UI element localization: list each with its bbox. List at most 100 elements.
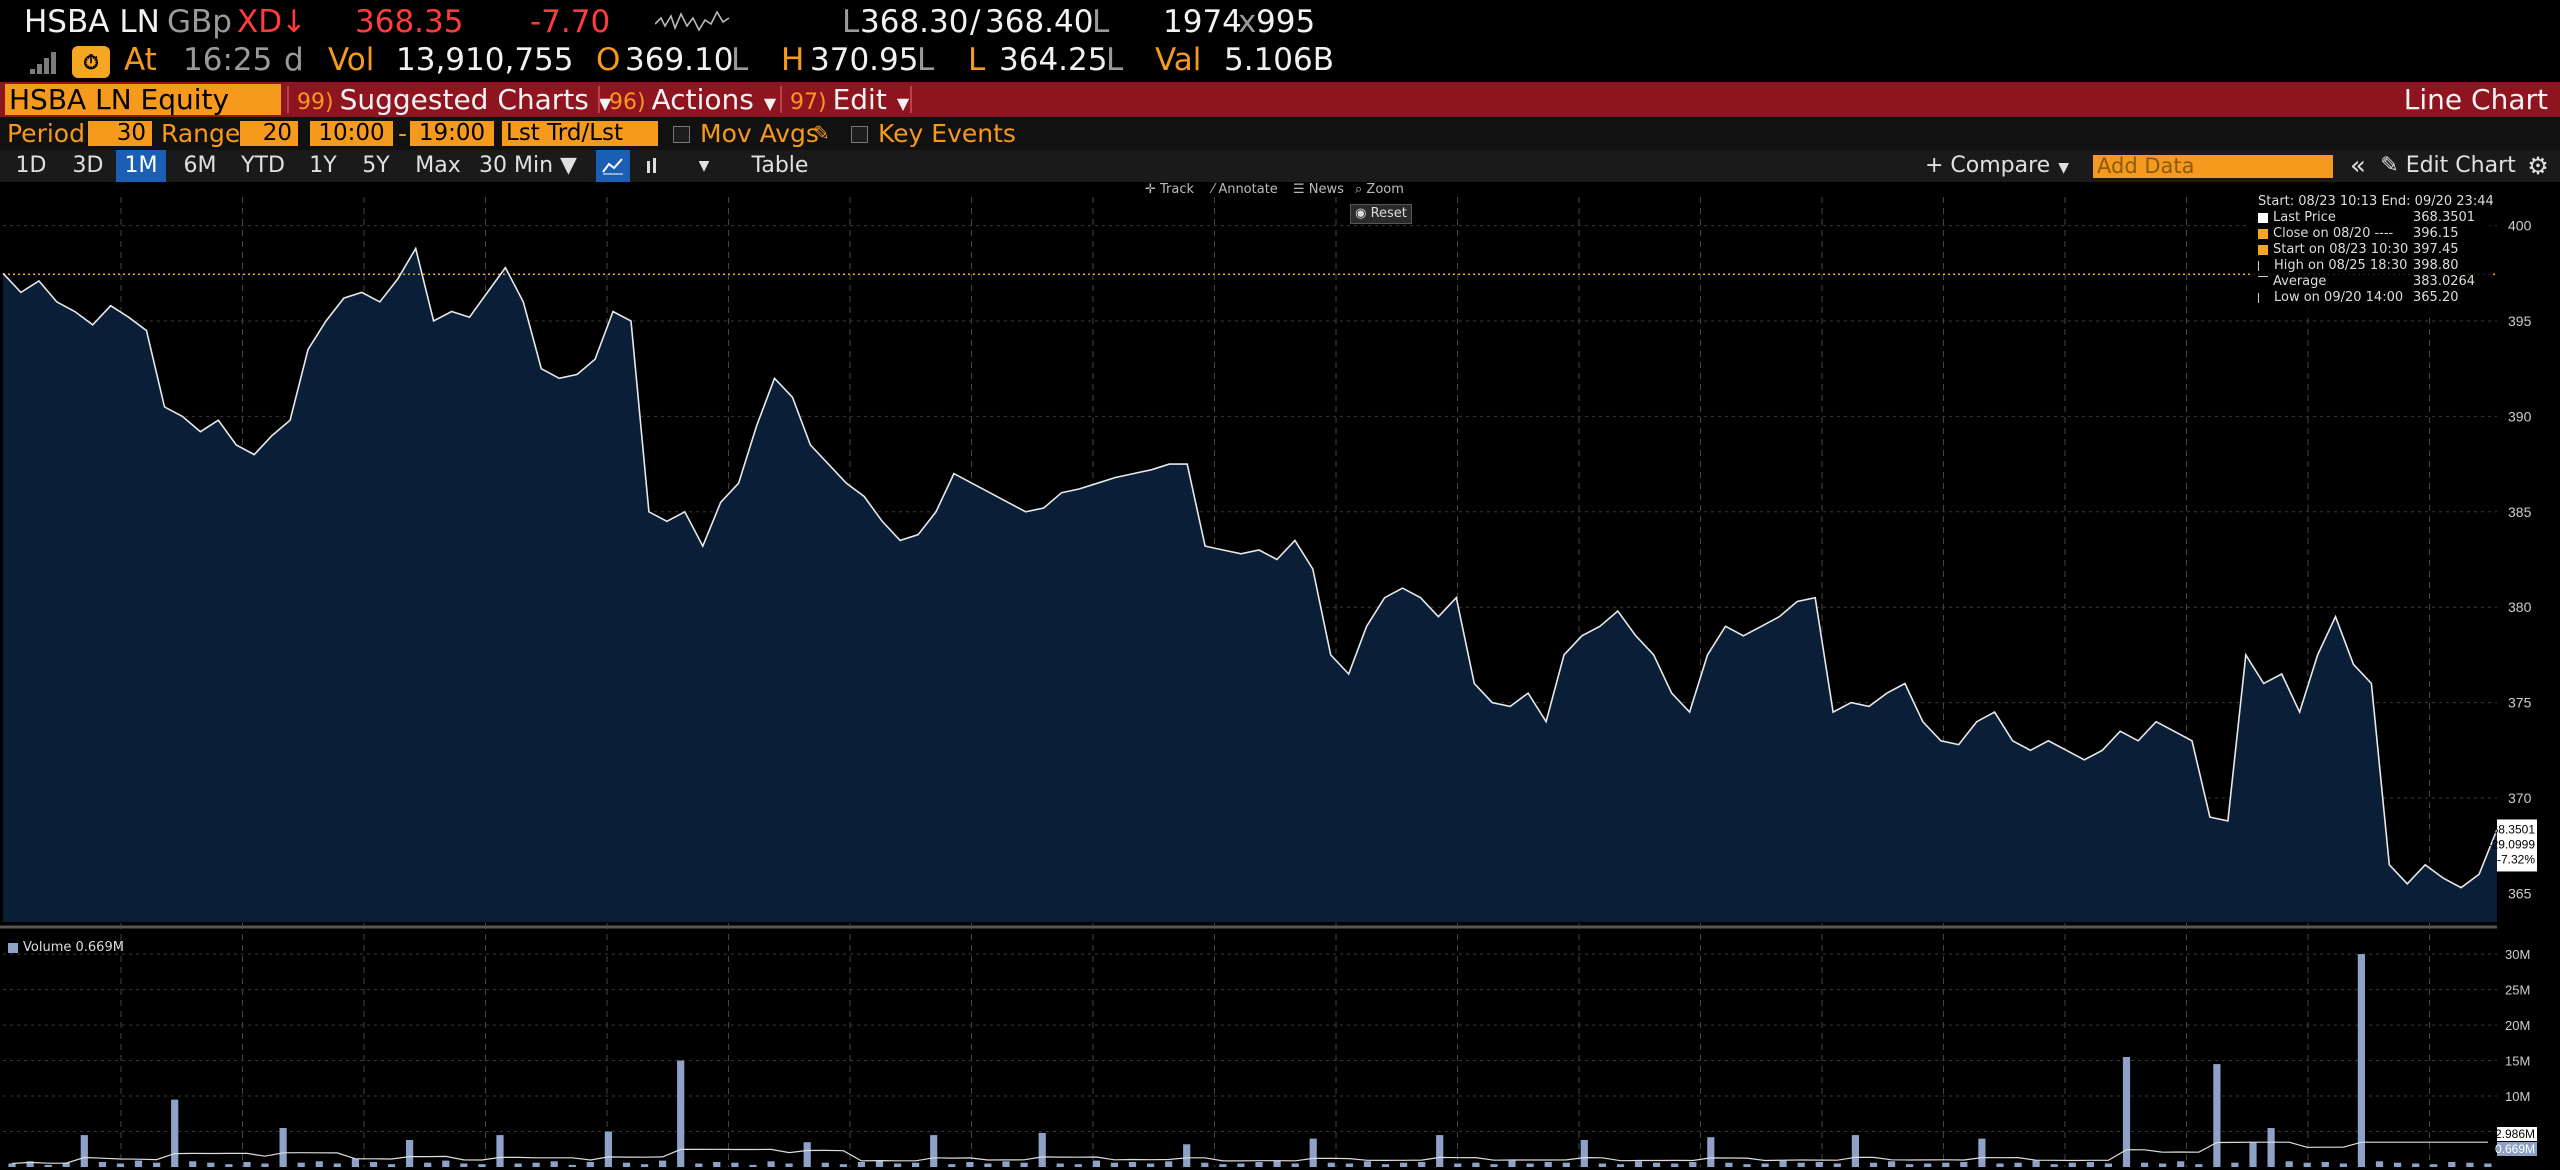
volume-bar: [1255, 1162, 1263, 1167]
last-price-box: [2497, 819, 2537, 872]
legend-header: Start: 08/23 10:13 End: 09/20 23:44: [2258, 194, 2494, 209]
annotate-icon: ⁄: [1212, 182, 1219, 197]
chart-style-chevron-icon[interactable]: ▼: [698, 158, 710, 174]
high-suffix: L: [917, 42, 935, 78]
last-price-label: -29.0999: [2488, 837, 2536, 851]
volume-bar: [948, 1164, 956, 1167]
y-tick-label: 390: [2508, 408, 2532, 424]
range-field[interactable]: 20: [240, 121, 298, 146]
chevron-down-icon: ▼: [598, 94, 612, 113]
volume-bar: [1779, 1160, 1787, 1167]
open-suffix: L: [731, 42, 749, 78]
volume-swatch: [8, 942, 18, 953]
annotate-tool[interactable]: ⁄ Annotate: [1212, 182, 1278, 197]
last-trade-dropdown[interactable]: Lst Trd/Lst Px: [502, 121, 658, 146]
volume-bar: [767, 1161, 775, 1167]
line-chart-icon[interactable]: [596, 150, 630, 182]
volume-bar: [153, 1162, 161, 1167]
chart-settings-row: Period 30 Range 20 10:00 - 19:00 Lst Trd…: [0, 117, 2560, 150]
table-button[interactable]: Table: [751, 153, 809, 178]
volume-bar: [1020, 1162, 1028, 1167]
edit-chart-label: Edit Chart: [2405, 153, 2516, 178]
bar-chart-icon[interactable]: [636, 150, 670, 182]
volume-bar: [1092, 1160, 1100, 1167]
volume-bar: [1201, 1162, 1209, 1167]
volume-bar: [1743, 1164, 1751, 1167]
volume-bar: [2484, 1163, 2492, 1167]
collapse-double-chevron-icon[interactable]: «: [2350, 151, 2366, 181]
zoom-tool[interactable]: ⌕ Zoom: [1355, 182, 1404, 197]
volume-bar: [1056, 1163, 1064, 1167]
suggested-charts-menu[interactable]: 99) Suggested Charts ▼: [297, 82, 611, 117]
y-tick-label: 380: [2508, 599, 2532, 615]
range-1y-button[interactable]: 1Y: [309, 153, 337, 178]
volume-bar: [1237, 1163, 1245, 1167]
range-max-button[interactable]: Max: [415, 153, 461, 178]
mov-avgs-checkbox[interactable]: [673, 126, 690, 143]
volume-bar: [1327, 1162, 1335, 1167]
volume-bar: [297, 1162, 305, 1167]
volume-bar: [966, 1162, 974, 1167]
volume-bar: [1273, 1160, 1281, 1167]
volume-bar: [2050, 1164, 2058, 1167]
volume-bar: [677, 1060, 685, 1167]
security-field[interactable]: HSBA LN Equity: [5, 84, 281, 115]
volume-bar: [2159, 1163, 2167, 1167]
ticker[interactable]: HSBA LN: [24, 4, 160, 40]
volume-label: Vol: [328, 42, 375, 78]
volume-bar: [1978, 1138, 1986, 1167]
period-field[interactable]: 30: [88, 121, 152, 146]
track-tool[interactable]: ✛ Track: [1145, 182, 1195, 197]
chart-area[interactable]: 365 370 375 380 385 390 395 400 368.3501 -29.0999…: [0, 182, 2560, 1170]
chart-type-title: Line Chart: [2403, 83, 2548, 116]
volume-bar: [1183, 1144, 1191, 1167]
range-ytd-button[interactable]: YTD: [241, 153, 285, 178]
actions-menu[interactable]: 96) Actions ▼: [609, 82, 776, 117]
volume-bar: [1128, 1162, 1137, 1167]
volume-bar: [731, 1162, 739, 1167]
edit-chart-button[interactable]: ✎ Edit Chart: [2378, 150, 2518, 182]
compare-button[interactable]: + Compare ▼: [1923, 150, 2071, 182]
interval-dropdown[interactable]: 30 Min ▼: [479, 153, 577, 178]
last-price: 368.35: [355, 4, 464, 40]
volume-bar: [424, 1162, 432, 1167]
key-events-checkbox[interactable]: [851, 126, 868, 143]
volume-bar: [1671, 1163, 1679, 1167]
high-value: 370.95: [810, 42, 919, 78]
volume-bar: [369, 1162, 378, 1167]
chart-legend[interactable]: Start: 08/23 10:13 End: 09/20 23:44 Last…: [2250, 190, 2494, 315]
volume-bar: [2213, 1064, 2221, 1167]
range-1m-button[interactable]: 1M: [116, 150, 166, 182]
volume-bar: [2375, 1161, 2384, 1167]
volume-bar: [1309, 1138, 1317, 1167]
chevron-down-icon: ▼: [896, 94, 910, 113]
range-3d-button[interactable]: 3D: [72, 153, 104, 178]
edit-menu[interactable]: 97) Edit ▼: [790, 82, 909, 117]
volume-bar: [1147, 1163, 1155, 1167]
volume-bar: [8, 1163, 16, 1167]
chevron-down-icon: ▼: [2058, 160, 2069, 176]
bid-prefix: L: [842, 4, 860, 40]
chart-svg[interactable]: 365 370 375 380 385 390 395 400 368.3501-29.0999…: [0, 182, 2560, 1170]
reset-button[interactable]: ◉ Reset: [1350, 204, 1412, 224]
clock-icon[interactable]: ⏱: [72, 46, 110, 78]
volume-tick-label: 10M: [2505, 1089, 2530, 1104]
y-tick-label: 375: [2508, 695, 2532, 711]
gear-icon[interactable]: ⚙: [2527, 152, 2549, 180]
volume-last-box: [2497, 1142, 2537, 1156]
end-time-field[interactable]: 19:00: [410, 121, 494, 146]
volume-bar: [243, 1162, 251, 1167]
pencil-icon[interactable]: ✎: [813, 121, 830, 145]
range-6m-button[interactable]: 6M: [183, 153, 217, 178]
volume-bar: [1707, 1137, 1715, 1167]
start-time-field[interactable]: 10:00: [310, 121, 393, 146]
volume-bar: [2285, 1161, 2293, 1167]
volume-bar: [1833, 1163, 1841, 1167]
volume-tick-label: 25M: [2505, 983, 2530, 998]
volume-bar: [134, 1160, 143, 1167]
add-data-input[interactable]: Add Data: [2093, 155, 2333, 178]
range-5y-button[interactable]: 5Y: [362, 153, 390, 178]
news-tool[interactable]: ☰ News: [1293, 182, 1344, 197]
range-1d-button[interactable]: 1D: [15, 153, 47, 178]
volume-bar: [44, 1164, 52, 1167]
